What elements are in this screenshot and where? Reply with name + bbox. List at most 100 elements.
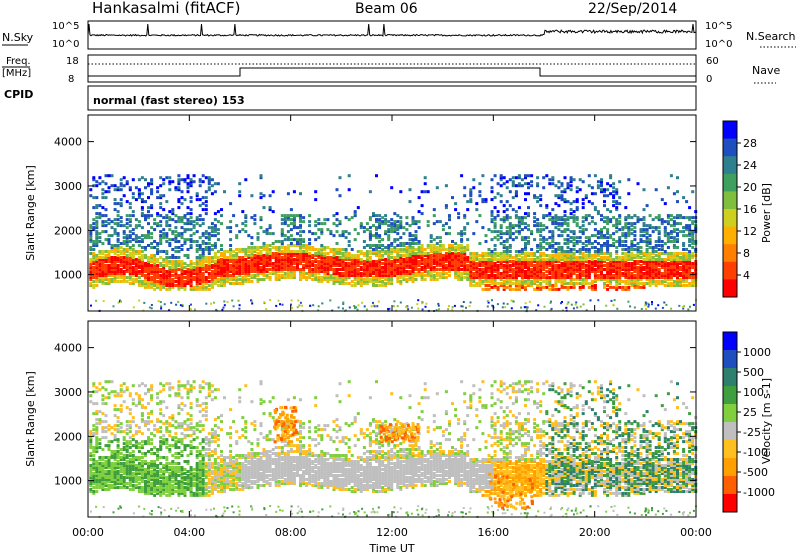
power-cell bbox=[201, 254, 205, 257]
power-cell bbox=[429, 262, 433, 265]
power-cell bbox=[95, 256, 99, 259]
power-cell bbox=[417, 256, 421, 259]
power-cell bbox=[578, 262, 582, 265]
power-cell bbox=[645, 232, 649, 236]
power-cell bbox=[548, 264, 552, 267]
power-cell bbox=[299, 276, 302, 279]
power-cell bbox=[195, 256, 199, 259]
power-cell bbox=[402, 248, 406, 251]
power-cell bbox=[405, 272, 409, 275]
power-cell bbox=[566, 270, 570, 273]
power-cell bbox=[275, 304, 278, 307]
power-cell bbox=[98, 262, 102, 265]
power-cell bbox=[527, 224, 530, 228]
power-cell bbox=[229, 266, 233, 269]
power-cell bbox=[557, 266, 561, 269]
power-cell bbox=[119, 272, 123, 275]
power-cell bbox=[676, 270, 679, 273]
power-cell bbox=[581, 242, 585, 245]
power-cell bbox=[581, 272, 585, 275]
power-cell bbox=[666, 252, 670, 255]
power-cell bbox=[481, 258, 485, 261]
power-cell bbox=[606, 276, 610, 279]
power-cell bbox=[633, 284, 637, 287]
power-cell bbox=[438, 246, 442, 249]
power-cell bbox=[411, 246, 415, 249]
power-cell bbox=[493, 270, 497, 273]
power-cell bbox=[384, 252, 388, 255]
power-cell bbox=[393, 268, 397, 271]
power-cell bbox=[378, 226, 382, 230]
power-cell bbox=[429, 248, 433, 251]
power-cell bbox=[137, 276, 141, 279]
power-cell bbox=[536, 200, 540, 204]
power-cell bbox=[645, 228, 649, 232]
power-cell bbox=[159, 196, 163, 200]
power-cell bbox=[165, 260, 169, 263]
power-cell bbox=[201, 262, 205, 265]
power-cell bbox=[311, 246, 315, 249]
power-cell bbox=[441, 258, 445, 261]
power-cell bbox=[657, 274, 661, 277]
power-cell bbox=[508, 230, 512, 234]
power-cell bbox=[493, 285, 497, 289]
power-cell bbox=[250, 300, 253, 303]
power-cell bbox=[265, 244, 269, 247]
power-cell bbox=[253, 256, 257, 259]
power-cell bbox=[384, 262, 388, 265]
power-cell bbox=[277, 250, 281, 253]
power-cell bbox=[423, 176, 427, 180]
power-cell bbox=[657, 264, 661, 267]
power-cell bbox=[566, 262, 570, 265]
power-cell bbox=[539, 252, 543, 255]
power-cell bbox=[311, 272, 315, 275]
power-cell bbox=[682, 226, 686, 230]
power-cell bbox=[299, 230, 302, 234]
power-cell bbox=[672, 192, 676, 196]
power-cell bbox=[679, 274, 682, 277]
power-cell bbox=[527, 264, 530, 267]
power-cell bbox=[229, 238, 233, 242]
power-cell bbox=[356, 260, 360, 263]
power-cell bbox=[186, 206, 190, 210]
power-cell bbox=[505, 252, 509, 255]
power-cell bbox=[557, 248, 561, 251]
power-cell bbox=[460, 252, 464, 255]
power-cell bbox=[606, 244, 610, 247]
power-cell bbox=[232, 276, 236, 279]
power-cell bbox=[101, 206, 105, 210]
power-cell bbox=[581, 278, 585, 281]
power-cell bbox=[587, 256, 591, 259]
power-cell bbox=[454, 276, 458, 279]
power-cell bbox=[213, 280, 217, 283]
power-cell bbox=[147, 276, 150, 279]
power-cell bbox=[171, 218, 175, 222]
power-cell bbox=[341, 256, 345, 259]
power-cell bbox=[168, 244, 172, 247]
power-cell bbox=[342, 301, 345, 304]
power-cell bbox=[140, 256, 144, 259]
power-cell bbox=[332, 264, 336, 267]
power-cell bbox=[113, 262, 117, 265]
power-cell bbox=[587, 260, 591, 263]
power-cell bbox=[543, 305, 546, 308]
nave-top-tick: 60 bbox=[706, 56, 719, 67]
power-cell bbox=[119, 220, 123, 224]
power-cell bbox=[621, 262, 625, 265]
power-cell bbox=[357, 304, 360, 307]
power-cell bbox=[672, 264, 676, 267]
power-cell bbox=[244, 250, 248, 253]
power-cell bbox=[569, 250, 573, 253]
power-cell bbox=[381, 244, 385, 247]
nsearch-label: N.Search bbox=[746, 30, 796, 43]
power-cell bbox=[159, 238, 163, 242]
power-cell bbox=[584, 214, 588, 218]
power-cell bbox=[229, 278, 233, 281]
power-cell bbox=[174, 250, 178, 253]
power-cell bbox=[666, 258, 670, 261]
power-cell bbox=[195, 250, 199, 253]
power-cell bbox=[174, 188, 178, 192]
power-cell bbox=[101, 224, 105, 228]
power-cell bbox=[539, 246, 543, 249]
power-cell bbox=[356, 268, 360, 271]
